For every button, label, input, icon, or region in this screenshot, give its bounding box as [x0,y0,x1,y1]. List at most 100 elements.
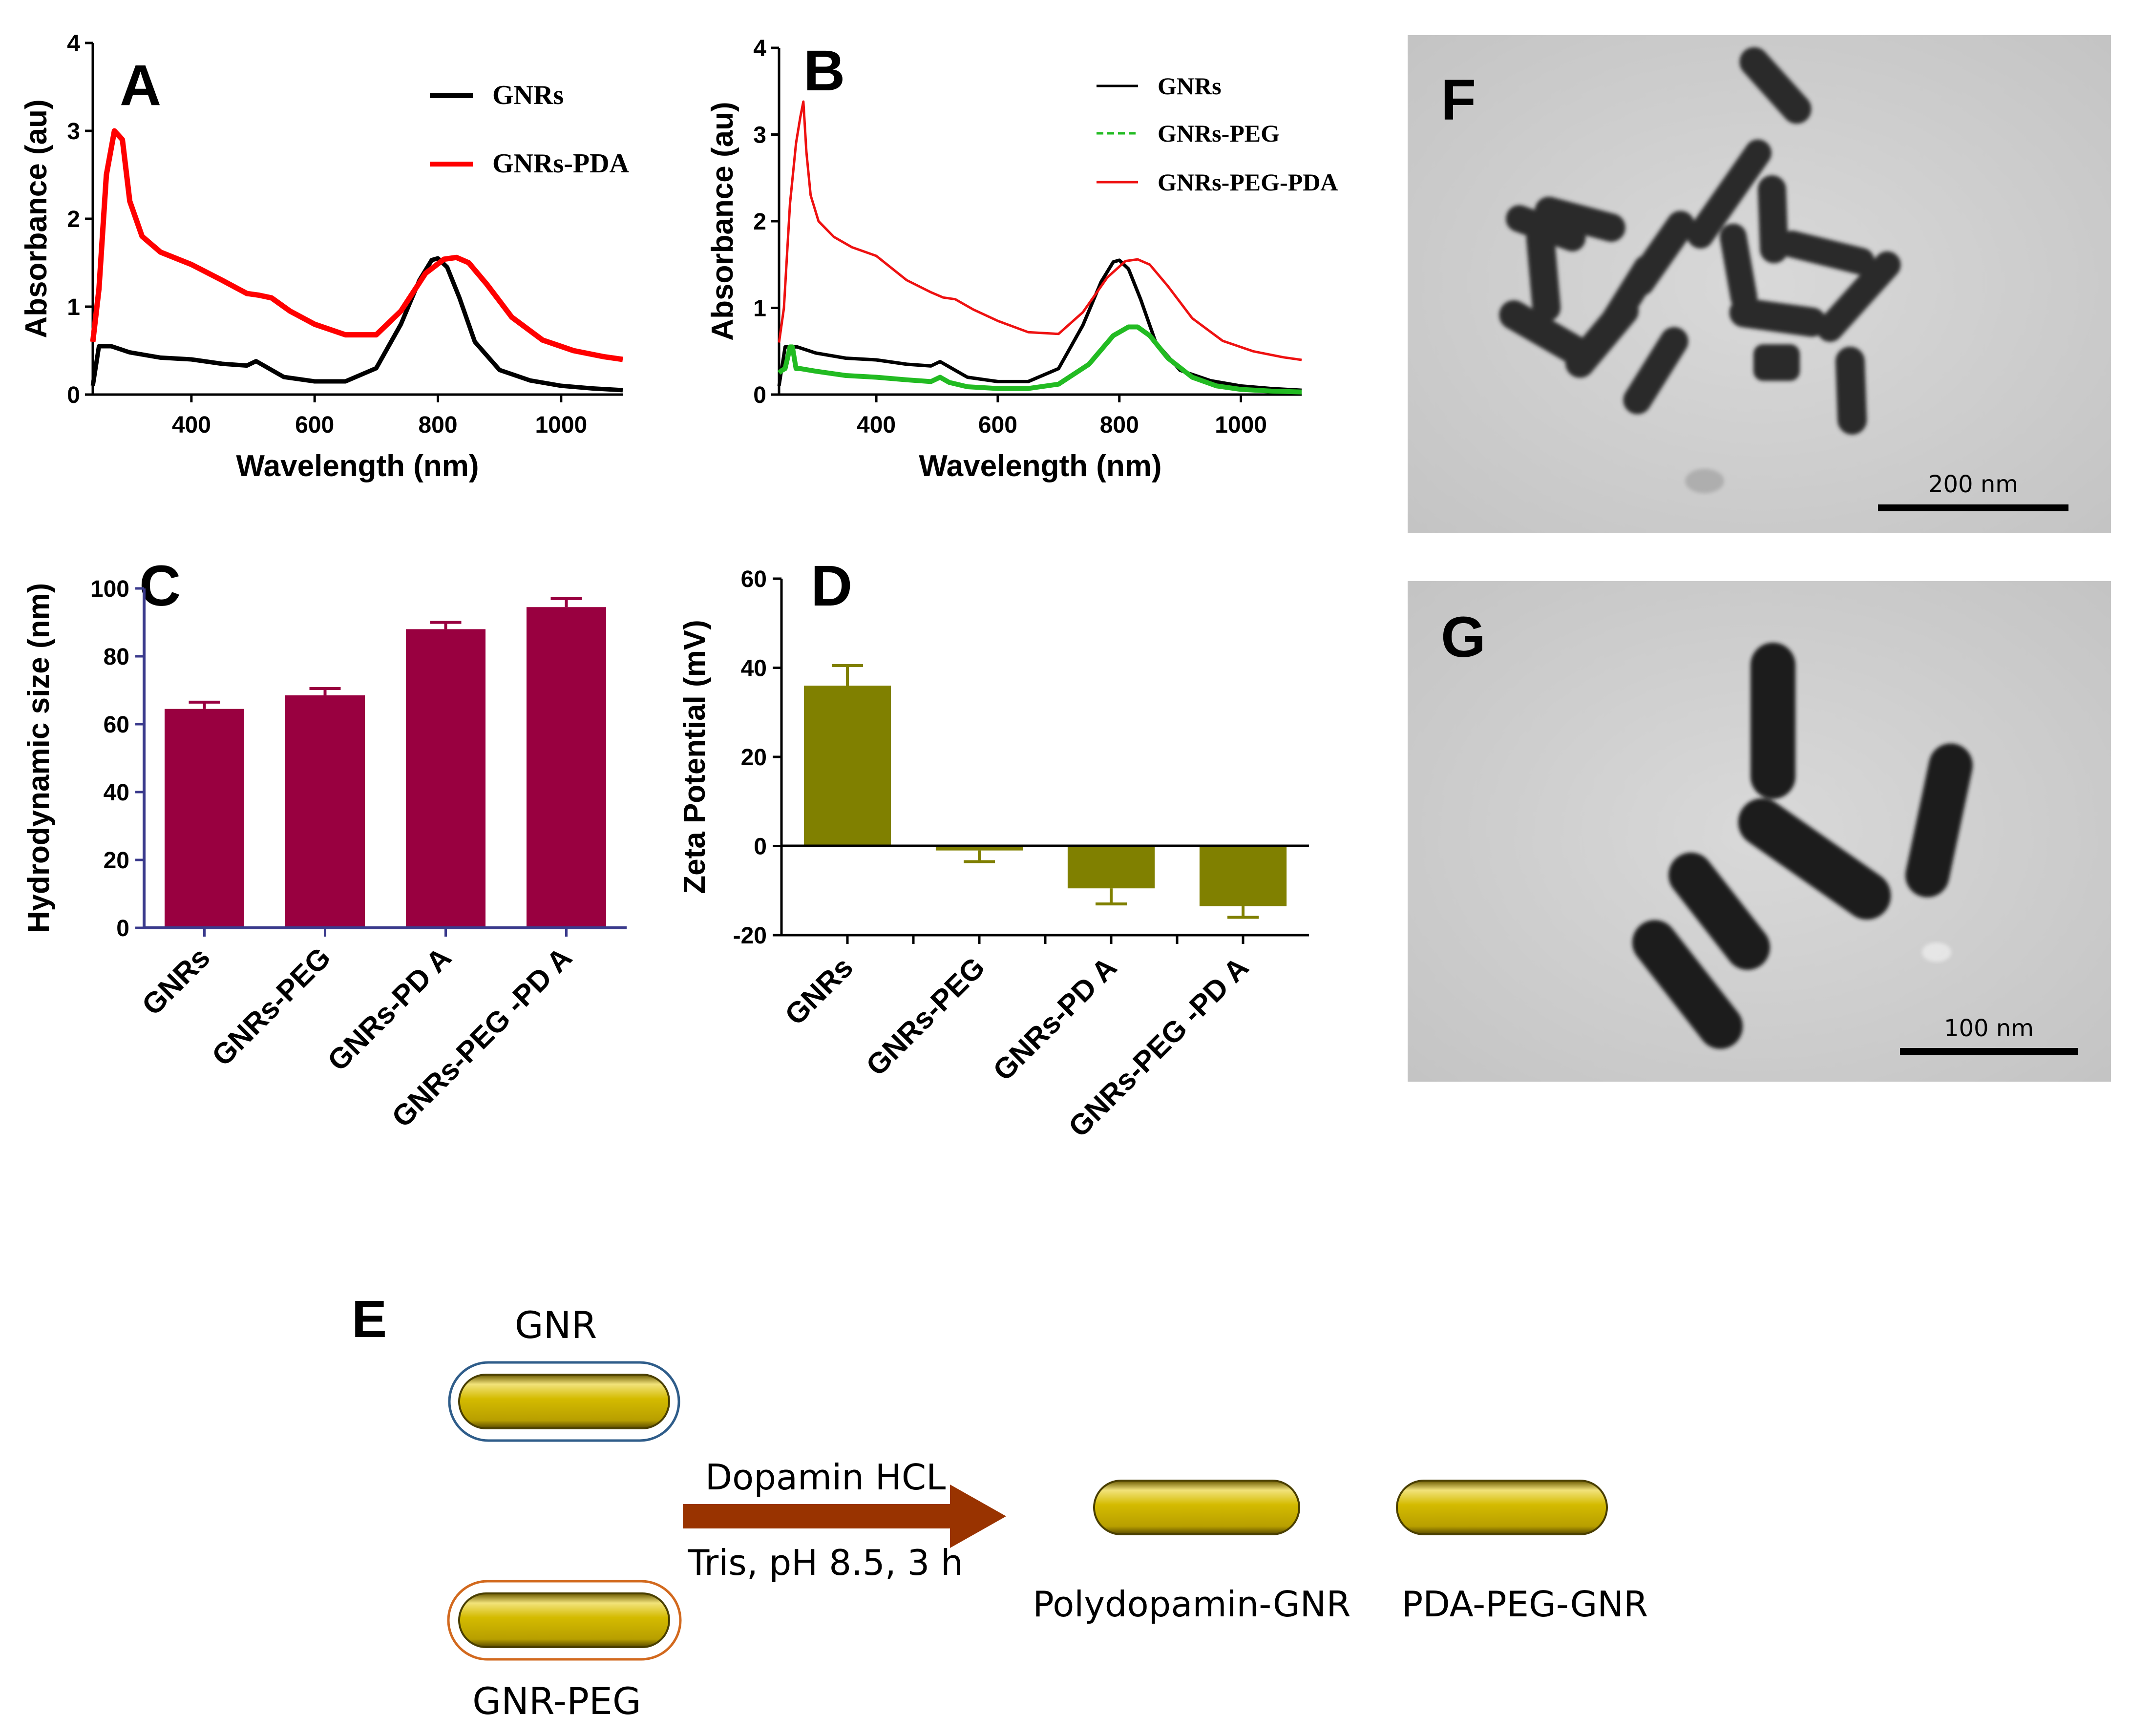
reaction-arrow [683,1485,1006,1548]
bars-d [803,664,1287,919]
gnr-peg-rod [458,1592,670,1648]
legend-b: GNRs GNRs-PEG GNRs-PEG-PDA [1097,72,1338,196]
y-tick-label: 1 [67,294,80,320]
panel-letter-d: D [811,554,852,618]
y-tick-label: 3 [753,123,766,148]
y-tick-label: 20 [741,745,767,771]
y-tick-label: 40 [741,656,767,682]
y-tick-label: 2 [753,209,766,235]
panel-letter-g: G [1441,605,1486,669]
y-axis-label-c: Hydrodynamic size (nm) [22,583,56,933]
bar [1199,846,1287,906]
series-lines-b [777,100,1302,395]
ticks-b: 400 600 800 1000 0 1 2 3 4 [753,36,1267,438]
y-tick-label: 0 [116,916,129,941]
x-tick-label: 400 [857,412,896,438]
reagent-label: Dopamin HCL [705,1457,946,1498]
y-tick-label: 100 [90,576,129,602]
bar [935,846,1023,851]
legend-label-b-gnrs-peg: GNRs-PEG [1158,120,1280,147]
chart-a: A 400 600 800 1000 0 1 2 3 4 Wavelength (nm) Abs… [20,31,630,483]
series-line-gnrs-pda [90,128,623,362]
product1-label: Polydopamin-GNR [1033,1584,1350,1625]
legend-label-gnrs-pda: GNRs-PDA [492,148,630,179]
gnr-label: GNR [515,1303,597,1347]
panel-letter-e: E [352,1289,387,1348]
series-line-gnrs [777,258,1302,392]
series-line-gnrs [90,256,623,393]
bar [164,709,245,928]
y-tick-label: 4 [753,36,766,62]
y-tick-label: 20 [104,848,129,874]
y-tick-label: 0 [67,382,80,408]
y-tick-label: 60 [104,712,129,738]
legend-label-b-gnrs: GNRs [1158,72,1222,100]
micrograph-f: 200 nm F [1408,35,2111,533]
bar [526,607,607,928]
bar [803,686,891,846]
x-axis-label-b: Wavelength (nm) [919,449,1161,483]
micrograph-g: 100 nm G [1408,581,2111,1082]
scale-label-f: 200 nm [1928,471,2018,498]
x-tick-label: 400 [172,412,211,438]
product2-label: PDA-PEG-GNR [1402,1584,1648,1625]
category-label: GNRs-PD A [987,951,1123,1087]
polydopamin-gnr-rod [1093,1480,1300,1535]
nanorods-f [1499,47,1901,435]
scale-label-g: 100 nm [1944,1015,2034,1042]
series-line-gnrs-peg [777,324,1302,395]
panel-letter-f: F [1441,68,1476,132]
y-tick-label: 4 [67,31,80,57]
category-label: GNRs-PEG [206,941,337,1072]
y-tick-label: -20 [733,923,767,949]
y-tick-label: 60 [741,566,767,592]
y-tick-label: 0 [753,382,766,408]
chart-b: B 400 600 800 1000 0 1 2 3 4 Wavelength (nm) Abs… [706,36,1338,483]
y-tick-label: 40 [104,780,129,806]
bar [285,695,365,928]
legend-label-gnrs: GNRs [492,80,564,110]
legend-label-b-gnrs-peg-pda: GNRs-PEG-PDA [1158,168,1338,196]
category-label: GNRs [135,941,216,1022]
y-tick-label: 1 [753,296,766,322]
bar [405,629,486,928]
x-tick-label: 600 [295,412,334,438]
gnr-rod [458,1374,670,1429]
gnr-peg-label: GNR-PEG [472,1679,641,1723]
ticks-a: 400 600 800 1000 0 1 2 3 4 [67,31,587,438]
y-axis-label-b: Absorbance (au) [706,102,739,340]
bars-c [164,597,607,928]
gnr-peg-shell [447,1580,682,1661]
x-tick-label: 1000 [535,412,587,438]
category-label: GNRs-PEG [860,951,991,1082]
x-tick-label: 800 [418,412,457,438]
series-line-gnrs-peg-pda [778,100,1302,361]
x-axis-label-a: Wavelength (nm) [236,449,479,483]
panel-letter-b: B [803,39,845,103]
y-axis-label-a: Absorbance (au) [20,99,53,338]
y-tick-label: 2 [67,207,80,232]
nanorods-g [1632,643,1973,1049]
tem-image-f [1408,35,2111,533]
panel-letter-c: C [139,554,181,618]
chart-c: C 0 20 40 60 80 100 Hydrodynamic size (nm) GN… [22,554,627,1134]
x-tick-label: 1000 [1215,412,1267,438]
ticks-c: 0 20 40 60 80 100 [90,576,568,941]
x-tick-label: 800 [1100,412,1139,438]
y-tick-label: 3 [67,119,80,145]
category-label: GNRs-PD A [321,941,458,1077]
panel-letter-a: A [120,53,161,118]
y-axis-label-d: Zeta Potential (mV) [678,620,712,894]
bar [1067,846,1155,889]
x-tick-label: 600 [978,412,1017,438]
pda-peg-gnr-rod [1396,1480,1608,1535]
category-label: GNRs [779,951,859,1031]
conditions-label: Tris, pH 8.5, 3 h [687,1542,963,1583]
y-tick-label: 80 [104,644,129,670]
y-tick-label: 0 [754,834,767,860]
gnr-shell [448,1361,680,1442]
